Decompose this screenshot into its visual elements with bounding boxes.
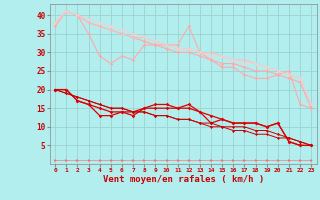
X-axis label: Vent moyen/en rafales ( km/h ): Vent moyen/en rafales ( km/h )	[103, 175, 264, 184]
